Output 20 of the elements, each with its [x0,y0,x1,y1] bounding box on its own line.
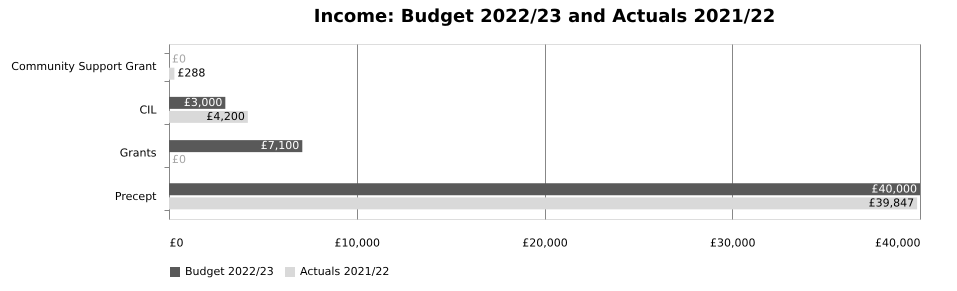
data-label: £4,200 [206,110,245,123]
y-tick-label: Grants [120,146,157,160]
data-label: £288 [177,66,206,80]
data-label: £3,000 [184,96,222,109]
data-label: £7,100 [260,139,300,152]
y-tick-label: Precept [114,190,158,203]
y-tick-label: Community Support Grant [11,60,158,74]
x-tick-label: £20,000 [522,236,568,250]
x-tick-label: £0 [170,236,184,250]
data-label: £0 [172,153,186,166]
x-tick-label: £10,000 [334,236,380,250]
data-label: £40,000 [872,182,917,196]
y-tick-label: CIL [139,103,158,116]
data-label: £0 [172,52,186,66]
x-tick-label: £30,000 [710,236,756,250]
x-tick-label: £40,000 [875,236,920,250]
chart-title: Income: Budget 2022/23 and Actuals 2021/22 [314,6,776,27]
data-label: £39,847 [868,196,914,210]
legend-label: Budget 2022/23 [185,265,274,278]
legend-label: Actuals 2021/22 [300,265,390,278]
